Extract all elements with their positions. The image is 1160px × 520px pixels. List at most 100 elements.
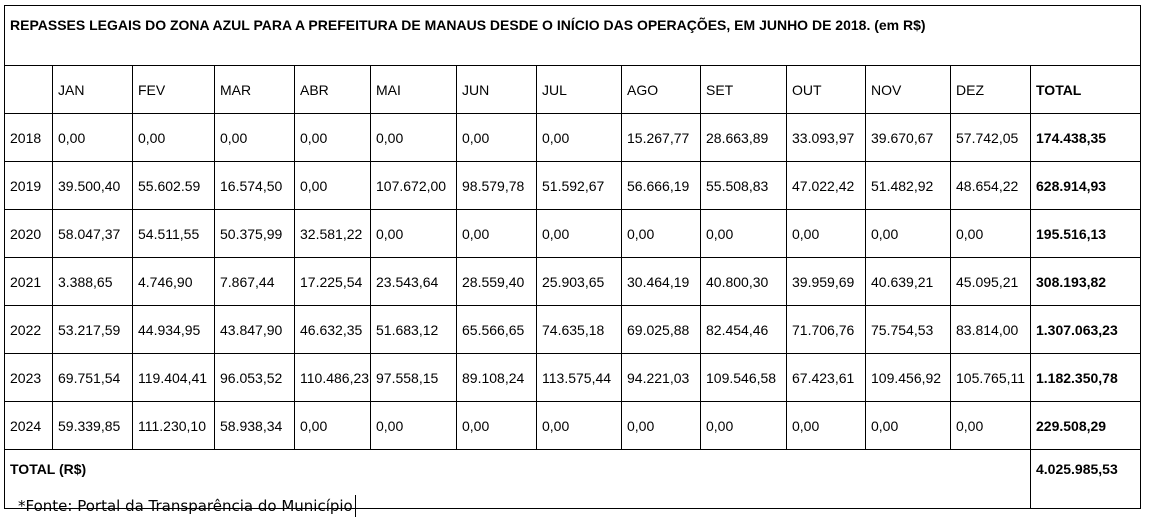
value-cell: 0,00 [536, 113, 622, 162]
source-footnote: *Fonte: Portal da Transparência do Munic… [18, 495, 356, 517]
value-cell: 82.454,46 [700, 305, 787, 354]
value-cell: 16.574,50 [214, 161, 295, 210]
value-cell: 43.847,90 [214, 305, 295, 354]
value-cell: 98.579,78 [456, 161, 537, 210]
year-cell: 2021 [4, 257, 53, 306]
table-row: 2020 58.047,37 54.511,55 50.375,99 32.581,22… [4, 209, 1142, 258]
header-cell: FEV [132, 65, 215, 114]
value-cell: 0,00 [370, 209, 457, 258]
year-cell: 2023 [4, 353, 53, 402]
year-cell: 2020 [4, 209, 53, 258]
header-cell: DEZ [950, 65, 1031, 114]
value-cell: 40.639,21 [865, 257, 951, 306]
row-total-cell: 628.914,93 [1029, 161, 1142, 210]
value-cell: 0,00 [132, 113, 215, 162]
value-cell: 0,00 [456, 209, 537, 258]
value-cell: 51.592,67 [536, 161, 622, 210]
value-cell: 33.093,97 [786, 113, 866, 162]
title-row: REPASSES LEGAIS DO ZONA AZUL PARA A PREF… [3, 5, 1142, 66]
header-cell: JUL [536, 65, 622, 114]
table-row: 2018 0,00 0,00 0,00 0,00 0,00 0,00 0,00 15.267,7… [4, 113, 1142, 162]
value-cell: 51.482,92 [865, 161, 951, 210]
value-cell: 7.867,44 [214, 257, 295, 306]
value-cell: 97.558,15 [370, 353, 457, 402]
table-row: 2019 39.500,40 55.602.59 16.574,50 0,00 107.6… [4, 161, 1142, 210]
value-cell: 0,00 [456, 401, 537, 450]
value-cell: 4.746,90 [132, 257, 215, 306]
row-total-cell: 174.438,35 [1029, 113, 1142, 162]
value-cell: 69.025,88 [621, 305, 701, 354]
table-row: 2023 69.751,54 119.404,41 96.053,52 110.486,… [4, 353, 1142, 402]
value-cell: 32.581,22 [294, 209, 371, 258]
value-cell: 0,00 [700, 401, 787, 450]
value-cell: 71.706,76 [786, 305, 866, 354]
value-cell: 58.938,34 [214, 401, 295, 450]
value-cell: 40.800,30 [700, 257, 787, 306]
value-cell: 57.742,05 [950, 113, 1031, 162]
value-cell: 0,00 [536, 401, 622, 450]
value-cell: 107.672,00 [370, 161, 457, 210]
value-cell: 0,00 [621, 209, 701, 258]
grand-total-value: 4.025.985,53 [1029, 449, 1142, 509]
row-total-cell: 1.307.063,23 [1029, 305, 1142, 354]
value-cell: 113.575,44 [536, 353, 622, 402]
year-cell: 2018 [4, 113, 53, 162]
header-cell: NOV [865, 65, 951, 114]
value-cell: 111.230,10 [132, 401, 215, 450]
grand-total-row: TOTAL (R$) 4.025.985,53 [4, 449, 1142, 509]
value-cell: 0,00 [456, 113, 537, 162]
grand-total-label: TOTAL (R$) [4, 449, 1031, 509]
table-row: 2024 59.339,85 111.230,10 58.938,34 0,00 0,00… [4, 401, 1142, 450]
year-cell: 2022 [4, 305, 53, 354]
value-cell: 0,00 [786, 209, 866, 258]
value-cell: 0,00 [950, 401, 1031, 450]
header-cell: SET [700, 65, 787, 114]
value-cell: 0,00 [52, 113, 133, 162]
value-cell: 67.423,61 [786, 353, 866, 402]
value-cell: 58.047,37 [52, 209, 133, 258]
value-cell: 0,00 [865, 209, 951, 258]
repasses-table: REPASSES LEGAIS DO ZONA AZUL PARA A PREF… [3, 5, 1142, 509]
value-cell: 50.375,99 [214, 209, 295, 258]
value-cell: 0,00 [950, 209, 1031, 258]
value-cell: 39.500,40 [52, 161, 133, 210]
value-cell: 0,00 [700, 209, 787, 258]
value-cell: 89.108,24 [456, 353, 537, 402]
value-cell: 0,00 [621, 401, 701, 450]
value-cell: 69.751,54 [52, 353, 133, 402]
value-cell: 109.456,92 [865, 353, 951, 402]
value-cell: 28.663,89 [700, 113, 787, 162]
value-cell: 53.217,59 [52, 305, 133, 354]
value-cell: 23.543,64 [370, 257, 457, 306]
value-cell: 44.934,95 [132, 305, 215, 354]
header-row: JAN FEV MAR ABR MAI JUN JUL AGO SET OUT NOV DEZ TOTA… [4, 65, 1142, 114]
value-cell: 109.546,58 [700, 353, 787, 402]
value-cell: 83.814,00 [950, 305, 1031, 354]
value-cell: 55.508,83 [700, 161, 787, 210]
value-cell: 0,00 [294, 113, 371, 162]
value-cell: 94.221,03 [621, 353, 701, 402]
value-cell: 39.959,69 [786, 257, 866, 306]
value-cell: 0,00 [370, 401, 457, 450]
table-row: 2021 3.388,65 4.746,90 7.867,44 17.225,54 23.… [4, 257, 1142, 306]
value-cell: 51.683,12 [370, 305, 457, 354]
header-cell: ABR [294, 65, 371, 114]
value-cell: 0,00 [865, 401, 951, 450]
header-cell: JUN [456, 65, 537, 114]
row-total-cell: 308.193,82 [1029, 257, 1142, 306]
value-cell: 45.095,21 [950, 257, 1031, 306]
value-cell: 96.053,52 [214, 353, 295, 402]
value-cell: 0,00 [370, 113, 457, 162]
header-cell: TOTAL [1029, 65, 1142, 114]
value-cell: 15.267,77 [621, 113, 701, 162]
header-cell: OUT [786, 65, 866, 114]
value-cell: 65.566,65 [456, 305, 537, 354]
value-cell: 17.225,54 [294, 257, 371, 306]
value-cell: 25.903,65 [536, 257, 622, 306]
table-title: REPASSES LEGAIS DO ZONA AZUL PARA A PREF… [3, 5, 1142, 66]
value-cell: 30.464,19 [621, 257, 701, 306]
header-cell: MAI [370, 65, 457, 114]
value-cell: 119.404,41 [132, 353, 215, 402]
value-cell: 54.511,55 [132, 209, 215, 258]
value-cell: 105.765,11 [950, 353, 1031, 402]
